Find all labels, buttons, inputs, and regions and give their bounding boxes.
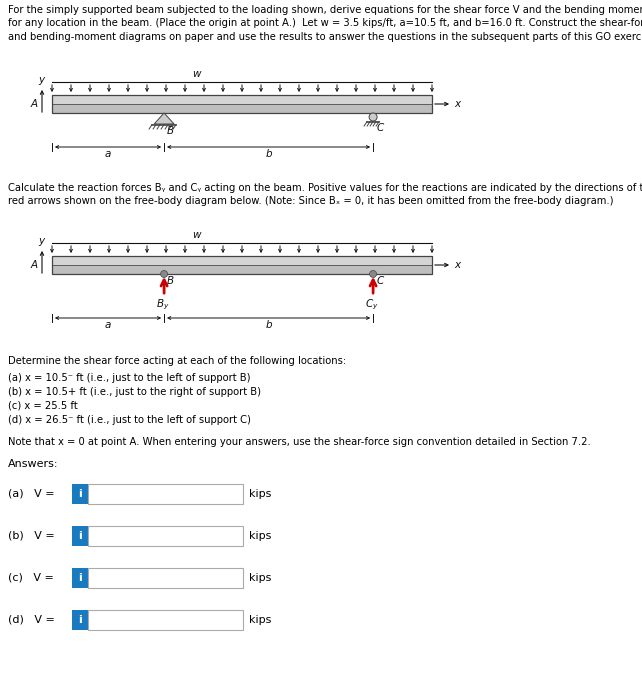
Text: A: A xyxy=(31,99,38,109)
Text: y: y xyxy=(38,236,44,246)
Text: i: i xyxy=(78,573,82,583)
Text: w: w xyxy=(192,69,201,79)
Text: A: A xyxy=(31,260,38,270)
Bar xyxy=(52,95,432,113)
Text: (a)   V =: (a) V = xyxy=(8,489,55,499)
Text: for any location in the beam. (Place the origin at point A.)  Let w = 3.5 kips/f: for any location in the beam. (Place the… xyxy=(8,19,642,29)
Bar xyxy=(52,256,432,265)
Text: b: b xyxy=(265,320,272,330)
Circle shape xyxy=(369,113,377,121)
Bar xyxy=(72,484,88,504)
Text: For the simply supported beam subjected to the loading shown, derive equations f: For the simply supported beam subjected … xyxy=(8,5,642,15)
Text: $B_y$: $B_y$ xyxy=(157,298,170,313)
Text: Determine the shear force acting at each of the following locations:: Determine the shear force acting at each… xyxy=(8,356,346,366)
Text: C: C xyxy=(376,276,383,286)
Text: a: a xyxy=(105,320,111,330)
Text: i: i xyxy=(78,489,82,499)
Text: (b)   V =: (b) V = xyxy=(8,531,55,541)
Bar xyxy=(88,610,243,630)
Text: y: y xyxy=(38,75,44,85)
Text: Note that x = 0 at point A. When entering your answers, use the shear-force sign: Note that x = 0 at point A. When enterin… xyxy=(8,437,591,447)
Text: (d)   V =: (d) V = xyxy=(8,615,55,625)
Bar xyxy=(52,256,432,274)
Text: (a) x = 10.5⁻ ft (i.e., just to the left of support B): (a) x = 10.5⁻ ft (i.e., just to the left… xyxy=(8,373,250,383)
Bar xyxy=(52,265,432,274)
Text: Calculate the reaction forces Bᵧ and Cᵧ acting on the beam. Positive values for : Calculate the reaction forces Bᵧ and Cᵧ … xyxy=(8,183,642,193)
Text: kips: kips xyxy=(249,489,272,499)
Text: x: x xyxy=(454,260,460,270)
Text: i: i xyxy=(78,531,82,541)
Text: (c)   V =: (c) V = xyxy=(8,573,54,583)
Polygon shape xyxy=(154,113,174,124)
Text: $C_y$: $C_y$ xyxy=(365,298,379,313)
Text: a: a xyxy=(105,149,111,159)
Text: (d) x = 26.5⁻ ft (i.e., just to the left of support C): (d) x = 26.5⁻ ft (i.e., just to the left… xyxy=(8,415,251,425)
Bar xyxy=(88,484,243,504)
Bar xyxy=(88,526,243,546)
Bar xyxy=(52,95,432,104)
Text: b: b xyxy=(265,149,272,159)
Bar xyxy=(72,526,88,546)
Bar xyxy=(72,610,88,630)
Circle shape xyxy=(160,271,168,278)
Text: i: i xyxy=(78,615,82,625)
Text: kips: kips xyxy=(249,615,272,625)
Text: C: C xyxy=(376,123,383,133)
Bar xyxy=(72,568,88,588)
Text: (b) x = 10.5+ ft (i.e., just to the right of support B): (b) x = 10.5+ ft (i.e., just to the righ… xyxy=(8,387,261,397)
Text: kips: kips xyxy=(249,531,272,541)
Bar xyxy=(88,568,243,588)
Circle shape xyxy=(370,271,377,278)
Text: red arrows shown on the free-body diagram below. (Note: Since Bₓ = 0, it has bee: red arrows shown on the free-body diagra… xyxy=(8,197,614,207)
Text: B: B xyxy=(167,276,174,286)
Bar xyxy=(52,104,432,113)
Text: Answers:: Answers: xyxy=(8,459,58,469)
Text: and bending-moment diagrams on paper and use the results to answer the questions: and bending-moment diagrams on paper and… xyxy=(8,32,642,42)
Text: w: w xyxy=(192,230,201,240)
Text: kips: kips xyxy=(249,573,272,583)
Text: (c) x = 25.5 ft: (c) x = 25.5 ft xyxy=(8,401,78,411)
Text: B: B xyxy=(167,126,174,136)
Text: x: x xyxy=(454,99,460,109)
